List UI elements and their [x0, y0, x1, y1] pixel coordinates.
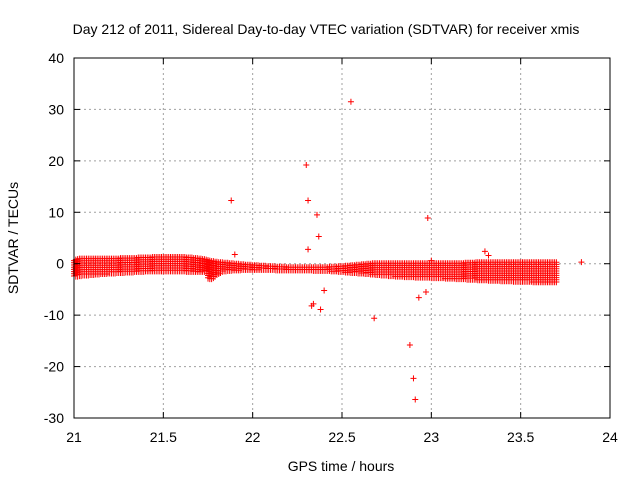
scatter-point: [310, 300, 317, 307]
scatter-point: [321, 287, 328, 294]
scatter-point: [305, 246, 312, 253]
scatter-point: [315, 233, 322, 240]
y-tick-label: 20: [48, 153, 64, 169]
x-tick-label: 22: [245, 429, 261, 445]
scatter-point: [424, 214, 431, 221]
scatter-point: [347, 98, 354, 105]
scatter-point: [481, 248, 488, 255]
chart-title: Day 212 of 2011, Sidereal Day-to-day VTE…: [73, 21, 580, 37]
dense-band-markers: [71, 254, 560, 286]
y-axis-label: SDTVAR / TECUs: [5, 182, 21, 294]
x-tick-label: 23.5: [507, 429, 534, 445]
y-tick-label: -20: [44, 359, 64, 375]
scatter-point: [228, 197, 235, 204]
grid-lines: [74, 58, 610, 418]
scatter-point: [578, 259, 585, 266]
y-tick-label: 0: [56, 256, 64, 272]
scatter-point: [313, 211, 320, 218]
y-tick-label: -10: [44, 307, 64, 323]
y-tick-label: -30: [44, 410, 64, 426]
x-tick-label: 24: [602, 429, 618, 445]
y-axis-ticks: 40 30 20 10 0 -10 -20 -30: [44, 50, 610, 426]
scatter-point: [406, 341, 413, 348]
scatter-point: [231, 251, 238, 258]
scatter-point: [371, 315, 378, 322]
y-tick-label: 10: [48, 204, 64, 220]
scatter-point: [317, 306, 324, 313]
x-axis-label: GPS time / hours: [288, 458, 395, 474]
x-tick-label: 22.5: [328, 429, 355, 445]
x-tick-label: 21.5: [150, 429, 177, 445]
x-axis-ticks: 21 21.5 22 22.5 23 23.5 24: [66, 58, 618, 445]
scatter-point: [485, 252, 492, 259]
scatter-point: [428, 257, 435, 264]
scatter-point: [415, 294, 422, 301]
scatter-point: [303, 161, 310, 168]
x-tick-label: 21: [66, 429, 82, 445]
data-series-dense-band: [71, 254, 560, 286]
scatter-point: [305, 197, 312, 204]
scatter-point: [410, 375, 417, 382]
y-tick-label: 40: [48, 50, 64, 66]
scatter-point: [412, 396, 419, 403]
y-tick-label: 30: [48, 101, 64, 117]
scatter-point: [422, 289, 429, 295]
x-tick-label: 23: [424, 429, 440, 445]
data-series-outliers: [228, 98, 585, 403]
